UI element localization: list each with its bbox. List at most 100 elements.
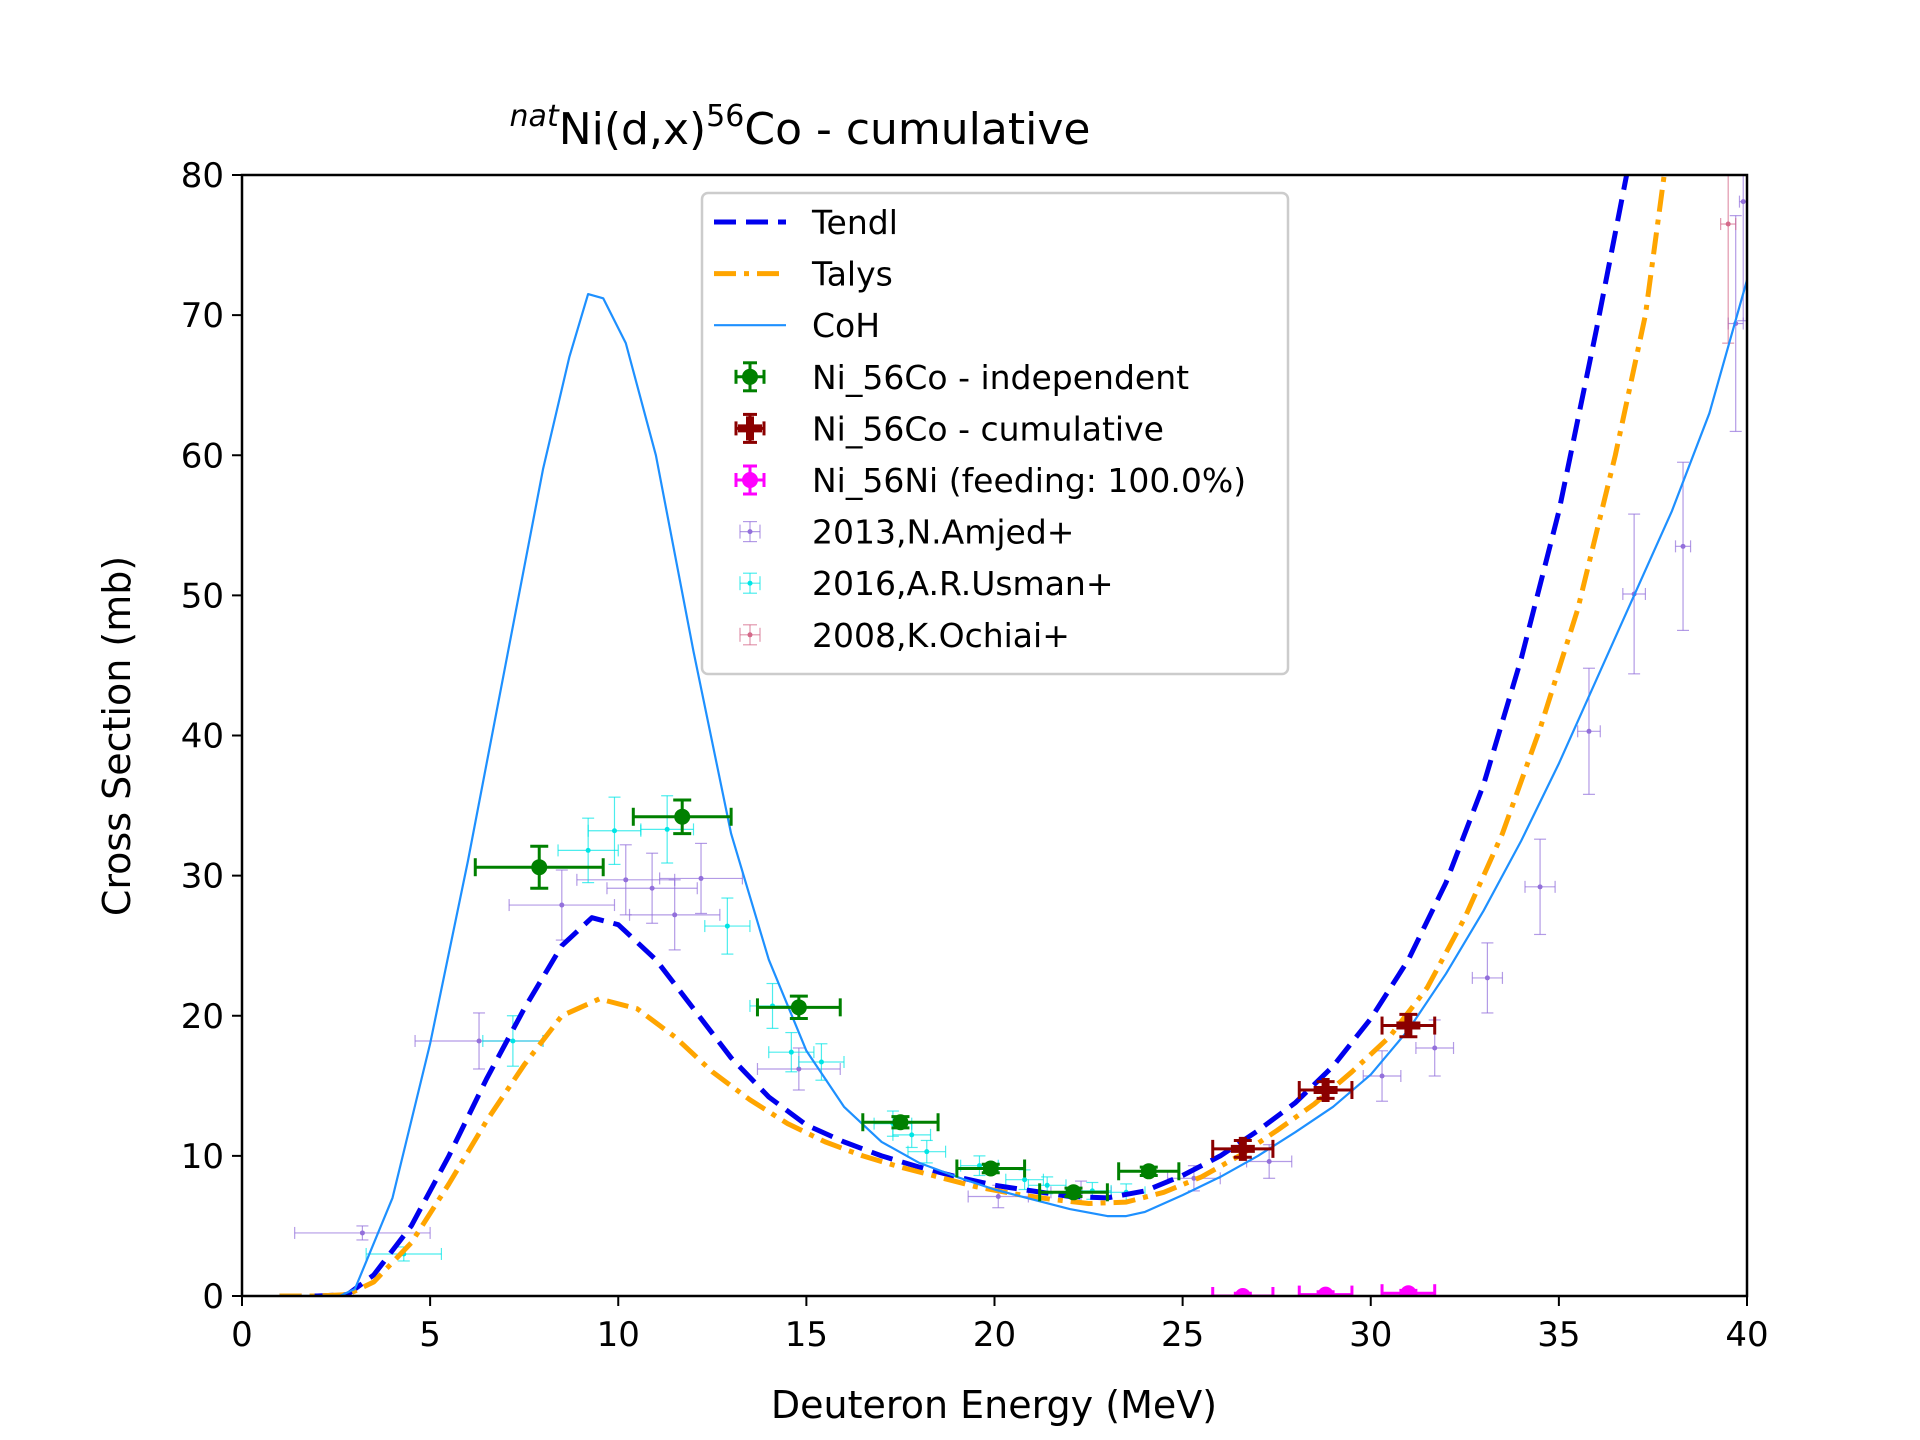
x-tick-label: 0 xyxy=(231,1315,253,1355)
data-point xyxy=(976,1163,982,1169)
legend-label-ni-56co-independent: Ni_56Co - independent xyxy=(812,358,1189,397)
x-tick-label: 20 xyxy=(973,1315,1016,1355)
title-superscript-right: 56 xyxy=(706,99,744,134)
legend: Tendl Talys CoH Ni_56Co - independent Ni_56C… xyxy=(700,191,1290,676)
data-point xyxy=(585,847,591,853)
x-tick-label: 5 xyxy=(419,1315,441,1355)
x-axis-ticks: 0 5 10 15 20 25 30 35 40 xyxy=(231,1296,1769,1355)
y-axis-label: Cross Section (mb) xyxy=(95,556,139,916)
data-point xyxy=(1313,1078,1338,1103)
legend-label-2013-n-amjed-: 2013,N.Amjed+ xyxy=(812,513,1074,552)
data-point xyxy=(1140,1163,1157,1180)
y-tick-label: 50 xyxy=(181,576,224,616)
legend-box xyxy=(700,191,1290,676)
data-point xyxy=(664,826,670,832)
data-point xyxy=(1400,1285,1417,1296)
legend-marker xyxy=(747,580,753,586)
data-point xyxy=(892,1114,909,1131)
legend-label-coh: CoH xyxy=(812,306,880,345)
y-tick-label: 10 xyxy=(181,1137,224,1177)
series-2008-k-ochiai- xyxy=(1720,175,1737,344)
data-point xyxy=(1044,1182,1050,1188)
data-point xyxy=(796,1066,802,1072)
legend-marker xyxy=(742,472,758,488)
data-point xyxy=(1266,1158,1272,1164)
y-tick-label: 70 xyxy=(181,296,224,336)
title-superscript-left: nat xyxy=(510,99,560,134)
legend-marker xyxy=(747,632,753,638)
data-point xyxy=(359,1230,365,1236)
experimental-data-group xyxy=(294,175,1747,1262)
data-point xyxy=(982,1160,999,1177)
y-axis-ticks: 0 10 20 30 40 50 60 70 80 xyxy=(181,156,242,1317)
series-ni-56ni-feeding-100-0- xyxy=(1211,1284,1437,1296)
x-tick-label: 30 xyxy=(1349,1315,1392,1355)
plot-area xyxy=(279,175,1747,1296)
series-ni-56co-cumulative xyxy=(1211,1012,1437,1161)
x-axis-label: Deuteron Energy (MeV) xyxy=(771,1383,1217,1427)
y-tick-label: 60 xyxy=(181,436,224,476)
data-point xyxy=(476,1038,482,1044)
data-point xyxy=(1022,1177,1028,1183)
data-point xyxy=(924,1149,930,1155)
data-point xyxy=(790,999,807,1016)
y-tick-label: 0 xyxy=(202,1277,224,1317)
legend-label-tendl: Tendl xyxy=(811,203,898,242)
data-point xyxy=(995,1194,1001,1200)
data-point xyxy=(649,885,655,891)
legend-label-2008-k-ochiai-: 2008,K.Ochiai+ xyxy=(812,616,1070,655)
data-point xyxy=(788,1049,794,1055)
data-point xyxy=(1537,884,1543,890)
legend-label-ni-56co-cumulative: Ni_56Co - cumulative xyxy=(812,409,1164,448)
data-point xyxy=(1234,1288,1251,1296)
y-tick-label: 30 xyxy=(181,857,224,897)
series-2013-n-amjed- xyxy=(294,175,1747,1241)
legend-marker xyxy=(738,416,762,441)
x-tick-label: 35 xyxy=(1537,1315,1580,1355)
data-point xyxy=(909,1132,915,1138)
title-tail: Co - cumulative xyxy=(744,104,1090,155)
curve-coh xyxy=(279,279,1747,1296)
y-tick-label: 80 xyxy=(181,156,224,196)
data-point xyxy=(531,859,548,876)
model-curves-group xyxy=(279,175,1747,1296)
data-point xyxy=(1680,543,1686,549)
data-point xyxy=(611,828,617,834)
legend-marker xyxy=(747,529,753,535)
data-point xyxy=(698,875,704,881)
y-tick-label: 20 xyxy=(181,997,224,1037)
curve-talys xyxy=(279,175,1667,1296)
measured-data-group xyxy=(473,798,1437,1296)
plot-frame xyxy=(240,173,1749,1298)
data-point xyxy=(674,808,691,825)
x-tick-label: 25 xyxy=(1161,1315,1204,1355)
data-point xyxy=(623,877,629,883)
data-point xyxy=(672,912,678,918)
curve-tendl xyxy=(279,175,1630,1296)
data-point xyxy=(559,902,565,908)
series-ni-56co-independent xyxy=(473,798,1181,1202)
title-main: Ni(d,x) xyxy=(559,104,706,155)
legend-marker xyxy=(742,368,758,385)
legend-label-2016-a-r-usman-: 2016,A.R.Usman+ xyxy=(812,564,1113,603)
data-point xyxy=(1065,1184,1082,1201)
data-point xyxy=(1586,728,1592,734)
y-tick-label: 40 xyxy=(181,717,224,757)
data-point xyxy=(1317,1286,1334,1296)
x-tick-label: 15 xyxy=(785,1315,828,1355)
data-point xyxy=(1396,1013,1421,1038)
data-point xyxy=(1432,1045,1438,1051)
series-2016-a-r-usman- xyxy=(365,795,1146,1262)
legend-label-ni-56ni-feeding-100-0-: Ni_56Ni (feeding: 100.0%) xyxy=(812,461,1246,500)
data-point xyxy=(1230,1136,1255,1161)
data-point xyxy=(1725,221,1731,227)
legend-label-talys: Talys xyxy=(811,255,893,294)
chart-title: natNi(d,x)56Co - cumulative xyxy=(510,99,1091,155)
x-tick-label: 40 xyxy=(1725,1315,1768,1355)
data-point xyxy=(1740,199,1746,205)
data-point xyxy=(818,1059,824,1065)
data-point xyxy=(1379,1073,1385,1079)
x-tick-label: 10 xyxy=(597,1315,640,1355)
data-point xyxy=(1484,975,1490,981)
